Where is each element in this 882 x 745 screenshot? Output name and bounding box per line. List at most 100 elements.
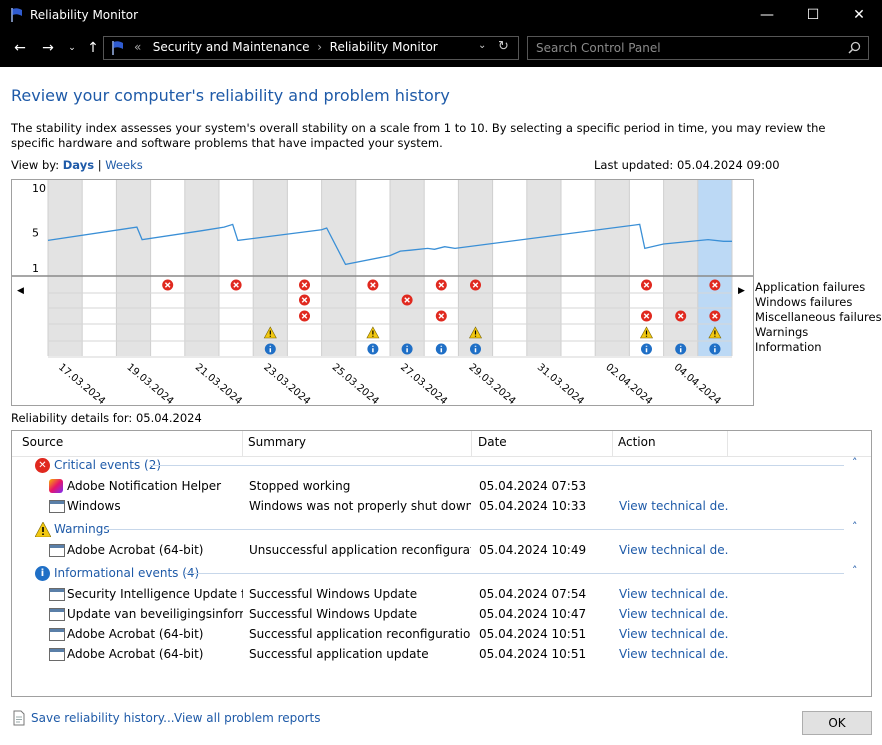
error-icon: ✕ [35, 458, 50, 473]
source-cell: Windows [67, 499, 121, 513]
sort-up-icon: ˆ [537, 430, 542, 438]
row-label-windows-failures: Windows failures [755, 295, 853, 309]
view-weeks-link[interactable]: Weeks [105, 158, 143, 172]
back-button[interactable]: ← [14, 40, 26, 56]
view-problem-reports-link[interactable]: View all problem reports [174, 711, 321, 725]
breadcrumb-reliability-monitor[interactable]: Reliability Monitor [329, 40, 438, 54]
app-window-icon [49, 500, 65, 513]
date-cell: 05.04.2024 10:51 [479, 627, 587, 641]
day-column [287, 180, 322, 356]
chevron-down-icon[interactable]: ⌄ [478, 40, 487, 51]
scroll-right-icon[interactable]: ▶ [738, 286, 745, 296]
day-column [595, 180, 630, 356]
date-label: 02.04.2024 [603, 362, 654, 405]
scroll-left-icon[interactable]: ◀ [17, 286, 24, 296]
source-cell: Update van beveiligingsinform... [67, 607, 243, 621]
forward-button[interactable]: → [42, 40, 54, 56]
title-bar: Reliability Monitor — ☐ ✕ [0, 0, 882, 31]
date-label: 25.03.2024 [330, 362, 381, 405]
view-by: View by: Days | Weeks [11, 158, 143, 172]
recent-locations-button[interactable]: ⌄ [68, 43, 76, 53]
minimize-button[interactable]: — [760, 7, 774, 23]
date-cell: 05.04.2024 10:47 [479, 607, 587, 621]
error-cross-mark [370, 282, 376, 288]
breadcrumb-overflow[interactable]: « [134, 40, 142, 54]
flag-icon [112, 41, 123, 55]
row-label-warnings: Warnings [755, 325, 809, 339]
save-history-link[interactable]: Save reliability history... [31, 711, 175, 725]
column-divider[interactable] [242, 431, 243, 456]
group-divider [184, 573, 844, 574]
col-header-action[interactable]: Action [618, 435, 656, 449]
day-column [116, 180, 151, 356]
view-technical-details-link[interactable]: View technical de... [619, 499, 729, 513]
app-window-icon [49, 588, 65, 601]
col-header-summary[interactable]: Summary [248, 435, 306, 449]
view-days-link[interactable]: Days [62, 158, 95, 172]
adobe-cc-icon [49, 479, 63, 493]
col-header-date[interactable]: Date [478, 435, 507, 449]
address-field[interactable]: « Security and Maintenance › Reliability… [103, 36, 519, 60]
ok-button[interactable]: OK [802, 711, 872, 735]
date-label: 21.03.2024 [193, 362, 244, 405]
error-cross-mark [438, 313, 445, 319]
info-icon: i [35, 566, 50, 581]
collapse-group-icon[interactable]: ˄ [852, 520, 858, 533]
close-button[interactable]: ✕ [853, 7, 865, 23]
error-cross-mark [233, 282, 239, 288]
col-header-source[interactable]: Source [22, 435, 64, 449]
search-box[interactable]: Search Control Panel [527, 36, 869, 60]
search-input[interactable]: Search Control Panel [536, 41, 661, 55]
app-window-icon [49, 608, 65, 621]
y-tick-label: 1 [32, 262, 39, 275]
view-technical-details-link[interactable]: View technical de... [619, 543, 729, 557]
date-cell: 05.04.2024 10:49 [479, 543, 587, 557]
error-cross-mark [164, 282, 171, 288]
view-technical-details-link[interactable]: View technical de... [619, 647, 729, 661]
breadcrumb-security-maintenance[interactable]: Security and Maintenance [152, 40, 310, 54]
flag-icon [11, 8, 22, 22]
stability-chart[interactable]: 10 5 1 17.03.2024 19.03.2024 21.03.2024 23.03.… [11, 179, 754, 406]
error-cross-mark [643, 313, 650, 319]
view-technical-details-link[interactable]: View technical de... [619, 627, 729, 641]
date-label: 23.03.2024 [261, 362, 312, 405]
view-technical-details-link[interactable]: View technical de... [619, 587, 729, 601]
source-cell: Adobe Notification Helper [67, 479, 222, 493]
column-divider[interactable] [471, 431, 472, 456]
source-cell: Adobe Acrobat (64-bit) [67, 627, 204, 641]
warning-icon [34, 521, 52, 538]
day-column [492, 180, 527, 356]
y-tick-label: 5 [32, 226, 39, 239]
column-divider[interactable] [612, 431, 613, 456]
details-label: Reliability details for: 05.04.2024 [11, 411, 202, 425]
day-column [321, 180, 356, 356]
day-column [184, 180, 219, 356]
collapse-group-icon[interactable]: ˄ [852, 564, 858, 577]
app-window-icon [49, 628, 65, 641]
stability-chart-svg: 10 5 1 17.03.2024 19.03.2024 21.03.2024 23.03.… [12, 180, 753, 405]
day-column [82, 180, 117, 356]
date-cell: 05.04.2024 10:33 [479, 499, 587, 513]
search-icon[interactable] [848, 41, 861, 54]
window-title: Reliability Monitor [30, 8, 139, 22]
day-column [526, 180, 561, 356]
date-cell: 05.04.2024 10:51 [479, 647, 587, 661]
column-divider[interactable] [727, 431, 728, 456]
stability-index-line [47, 223, 732, 266]
maximize-button[interactable]: ☐ [806, 7, 820, 23]
collapse-group-icon[interactable]: ˄ [852, 456, 858, 469]
save-document-icon [13, 710, 25, 726]
group-divider [104, 529, 844, 530]
group-title[interactable]: Warnings [54, 522, 110, 536]
date-label: 04.04.2024 [672, 362, 723, 405]
chevron-right-icon: › [317, 40, 323, 54]
date-label: 27.03.2024 [398, 362, 449, 405]
view-technical-details-link[interactable]: View technical de... [619, 607, 729, 621]
group-title[interactable]: Informational events (4) [54, 566, 200, 580]
refresh-icon[interactable]: ↻ [498, 39, 509, 54]
group-title[interactable]: Critical events (2) [54, 458, 162, 472]
error-cross-mark [301, 282, 308, 288]
summary-cell: Stopped working [249, 479, 351, 493]
error-cross-mark [712, 282, 718, 288]
up-button[interactable]: ↑ [87, 40, 99, 56]
